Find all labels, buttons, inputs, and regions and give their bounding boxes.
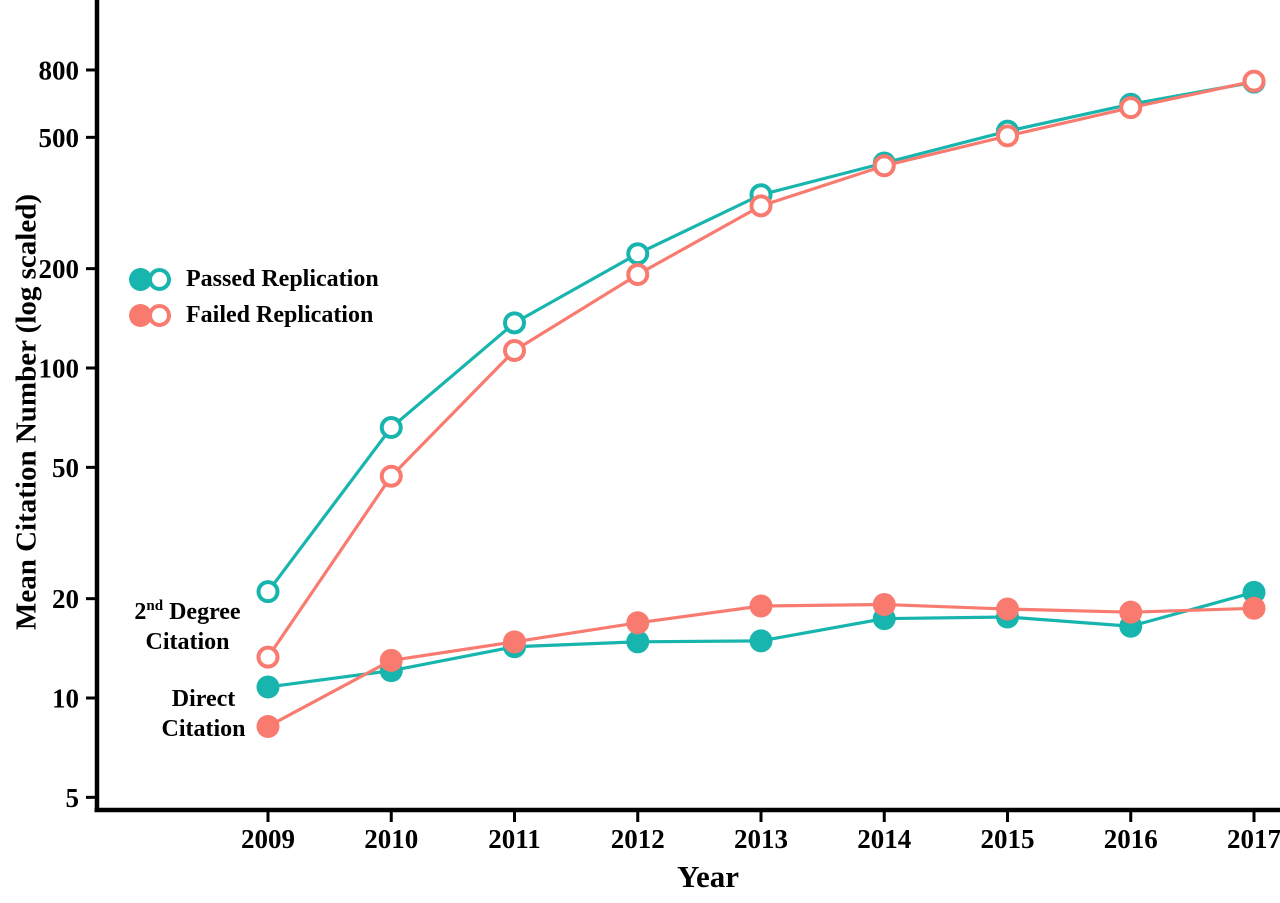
data-point-failed-direct [256, 714, 280, 738]
x-tick-label: 2014 [857, 824, 911, 854]
data-point-failed-2nd-degree [996, 124, 1019, 148]
data-point-failed-direct [1119, 600, 1143, 624]
data-point-passed-2nd-degree [503, 311, 526, 335]
legend-label-passed: Passed Replication [186, 266, 379, 292]
annotation-line: Citation [145, 629, 230, 655]
data-point-failed-direct [749, 594, 773, 618]
series-line-passed-2nd-degree [266, 80, 1255, 593]
data-point-passed-direct [256, 675, 280, 699]
data-point-failed-direct [626, 611, 650, 635]
annotation-line: 2nd Degree [134, 598, 241, 626]
data-point-passed-2nd-degree [626, 242, 650, 266]
legend: Passed Replication Failed Replication [129, 266, 379, 338]
y-tick-label: 20 [52, 584, 79, 614]
x-tick-label: 2011 [488, 824, 541, 854]
y-tick-label: 100 [39, 354, 80, 384]
y-tick-label: 200 [39, 254, 80, 284]
series-line-failed-2nd-degree [266, 79, 1255, 659]
data-point-failed-2nd-degree [872, 154, 896, 178]
data-point-passed-direct [626, 630, 650, 654]
annotation-direct-citation: Direct Citation [131, 684, 276, 744]
x-tick-label: 2012 [611, 824, 665, 854]
data-point-passed-direct [749, 629, 773, 653]
y-tick-label: 500 [39, 123, 80, 153]
y-tick-label: 10 [52, 684, 79, 714]
data-point-failed-direct [996, 597, 1019, 621]
data-point-failed-direct [379, 648, 403, 672]
legend-label-failed: Failed Replication [186, 302, 374, 328]
data-point-failed-2nd-degree [256, 645, 280, 669]
x-tick-label: 2010 [364, 824, 418, 854]
legend-item-passed-replication: Passed Replication [129, 266, 379, 293]
data-point-passed-direct [1242, 580, 1266, 604]
legend-item-failed-replication: Failed Replication [129, 302, 379, 329]
x-tick-label: 2015 [981, 824, 1035, 854]
data-point-failed-2nd-degree [503, 338, 526, 362]
open-circle-marker-icon [148, 268, 171, 291]
data-point-passed-2nd-degree [379, 416, 403, 440]
data-point-failed-2nd-degree [749, 194, 773, 218]
data-point-failed-2nd-degree [1242, 69, 1266, 93]
x-tick-label: 2017 [1227, 824, 1280, 854]
open-circle-marker-icon [148, 304, 171, 327]
data-point-passed-2nd-degree [256, 580, 280, 604]
y-tick-label: 800 [39, 55, 80, 85]
data-point-failed-direct [1242, 596, 1266, 620]
filled-circle-marker-icon [129, 304, 152, 327]
data-point-failed-direct [503, 630, 526, 654]
annotation-line: Direct [171, 686, 236, 712]
annotation-2nd-degree-citation: 2nd Degree Citation [110, 597, 265, 657]
filled-circle-marker-icon [129, 268, 152, 291]
x-axis-title: Year [677, 859, 739, 894]
y-axis-title: Mean Citation Number (log scaled) [10, 193, 43, 631]
data-point-failed-2nd-degree [1119, 96, 1143, 120]
y-tick-label: 50 [52, 453, 79, 483]
data-point-failed-2nd-degree [626, 263, 650, 287]
data-point-failed-direct [872, 593, 896, 617]
data-point-failed-2nd-degree [379, 464, 403, 488]
x-tick-label: 2009 [241, 824, 295, 854]
y-tick-label: 5 [66, 783, 80, 813]
annotation-line: Citation [161, 716, 246, 742]
x-tick-label: 2013 [734, 824, 788, 854]
x-tick-label: 2016 [1104, 824, 1158, 854]
